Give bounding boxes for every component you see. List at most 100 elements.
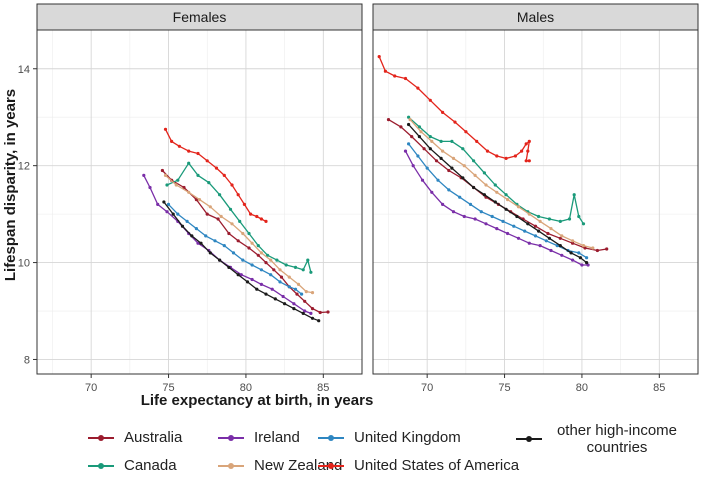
data-point bbox=[166, 202, 171, 206]
data-point bbox=[512, 224, 516, 228]
data-point bbox=[484, 183, 488, 187]
data-point bbox=[504, 193, 508, 197]
data-point bbox=[247, 246, 251, 250]
data-point bbox=[185, 219, 189, 223]
data-point bbox=[538, 244, 542, 248]
data-point bbox=[605, 247, 609, 251]
data-point bbox=[450, 139, 454, 143]
data-point bbox=[439, 156, 443, 160]
data-point bbox=[199, 241, 203, 245]
data-point bbox=[472, 185, 476, 190]
data-point bbox=[256, 253, 260, 257]
panel-border bbox=[36, 29, 363, 375]
data-point bbox=[204, 234, 208, 238]
data-point bbox=[278, 280, 282, 284]
data-point bbox=[420, 178, 425, 182]
plot-area bbox=[373, 30, 698, 374]
data-point bbox=[303, 309, 307, 313]
data-point bbox=[383, 69, 387, 73]
data-point bbox=[300, 292, 304, 296]
data-point bbox=[208, 251, 212, 255]
data-point bbox=[506, 198, 510, 202]
data-point bbox=[317, 319, 321, 323]
data-point bbox=[250, 241, 254, 245]
data-point bbox=[526, 222, 530, 226]
data-point bbox=[310, 316, 315, 320]
data-point bbox=[428, 147, 432, 151]
data-point bbox=[578, 256, 583, 260]
data-point bbox=[524, 159, 528, 163]
data-point bbox=[180, 224, 185, 228]
data-point bbox=[538, 219, 542, 223]
data-point bbox=[537, 214, 541, 219]
data-point bbox=[408, 118, 412, 122]
data-point bbox=[264, 219, 268, 223]
y-axis-title: Lifespan disparity, in years bbox=[2, 89, 19, 281]
data-point bbox=[495, 190, 499, 194]
data-point bbox=[461, 176, 465, 180]
data-point bbox=[428, 98, 432, 102]
data-point bbox=[577, 251, 581, 255]
data-point bbox=[520, 149, 524, 153]
data-point bbox=[586, 263, 590, 267]
data-point bbox=[270, 287, 274, 291]
data-point bbox=[482, 171, 486, 175]
data-point bbox=[577, 214, 581, 219]
data-point bbox=[205, 159, 209, 163]
data-point bbox=[197, 198, 202, 202]
data-point bbox=[309, 270, 313, 274]
x-tick-label: 70 bbox=[85, 382, 97, 394]
data-point bbox=[439, 139, 443, 143]
data-point bbox=[472, 159, 476, 163]
data-point bbox=[422, 147, 426, 151]
data-point bbox=[273, 297, 277, 301]
data-point bbox=[160, 168, 164, 173]
data-point bbox=[269, 258, 273, 262]
data-point bbox=[306, 258, 310, 262]
series-line bbox=[409, 119, 593, 249]
data-point bbox=[301, 311, 305, 315]
panel-males: Males 70 75 80 85 bbox=[372, 3, 699, 394]
data-point bbox=[462, 164, 466, 168]
data-point bbox=[213, 239, 217, 243]
data-point bbox=[219, 214, 223, 219]
data-point bbox=[163, 173, 168, 177]
data-point bbox=[430, 139, 434, 143]
series-line bbox=[168, 203, 303, 295]
data-point bbox=[428, 135, 432, 139]
data-point bbox=[493, 200, 497, 204]
data-point bbox=[572, 193, 576, 197]
data-point bbox=[176, 178, 180, 182]
data-point bbox=[411, 164, 415, 168]
data-point bbox=[227, 265, 231, 269]
data-point bbox=[407, 115, 411, 119]
data-point bbox=[231, 251, 236, 255]
data-point bbox=[407, 122, 411, 127]
data-point bbox=[227, 231, 231, 236]
data-point bbox=[527, 139, 531, 143]
data-point bbox=[416, 154, 420, 158]
x-axis-title: Life expectancy at birth, in years bbox=[141, 392, 374, 409]
data-point bbox=[218, 258, 222, 262]
data-point bbox=[495, 154, 499, 158]
data-point bbox=[430, 190, 434, 194]
data-point bbox=[425, 166, 429, 170]
panel-strip bbox=[36, 3, 363, 31]
data-point bbox=[309, 311, 313, 315]
data-point bbox=[591, 246, 595, 250]
data-point bbox=[515, 214, 519, 219]
data-point bbox=[281, 294, 285, 299]
data-point bbox=[527, 241, 531, 245]
data-point bbox=[182, 185, 186, 190]
data-point bbox=[278, 268, 282, 272]
series-united-kingdom bbox=[166, 202, 304, 296]
data-point bbox=[569, 251, 573, 255]
data-point bbox=[256, 244, 260, 248]
data-point bbox=[537, 229, 541, 233]
data-point bbox=[287, 275, 291, 279]
data-point bbox=[272, 268, 276, 272]
x-tick-label: 75 bbox=[498, 382, 510, 394]
x-tick-label: 85 bbox=[653, 382, 665, 394]
data-point bbox=[549, 248, 553, 253]
data-point bbox=[451, 156, 456, 160]
